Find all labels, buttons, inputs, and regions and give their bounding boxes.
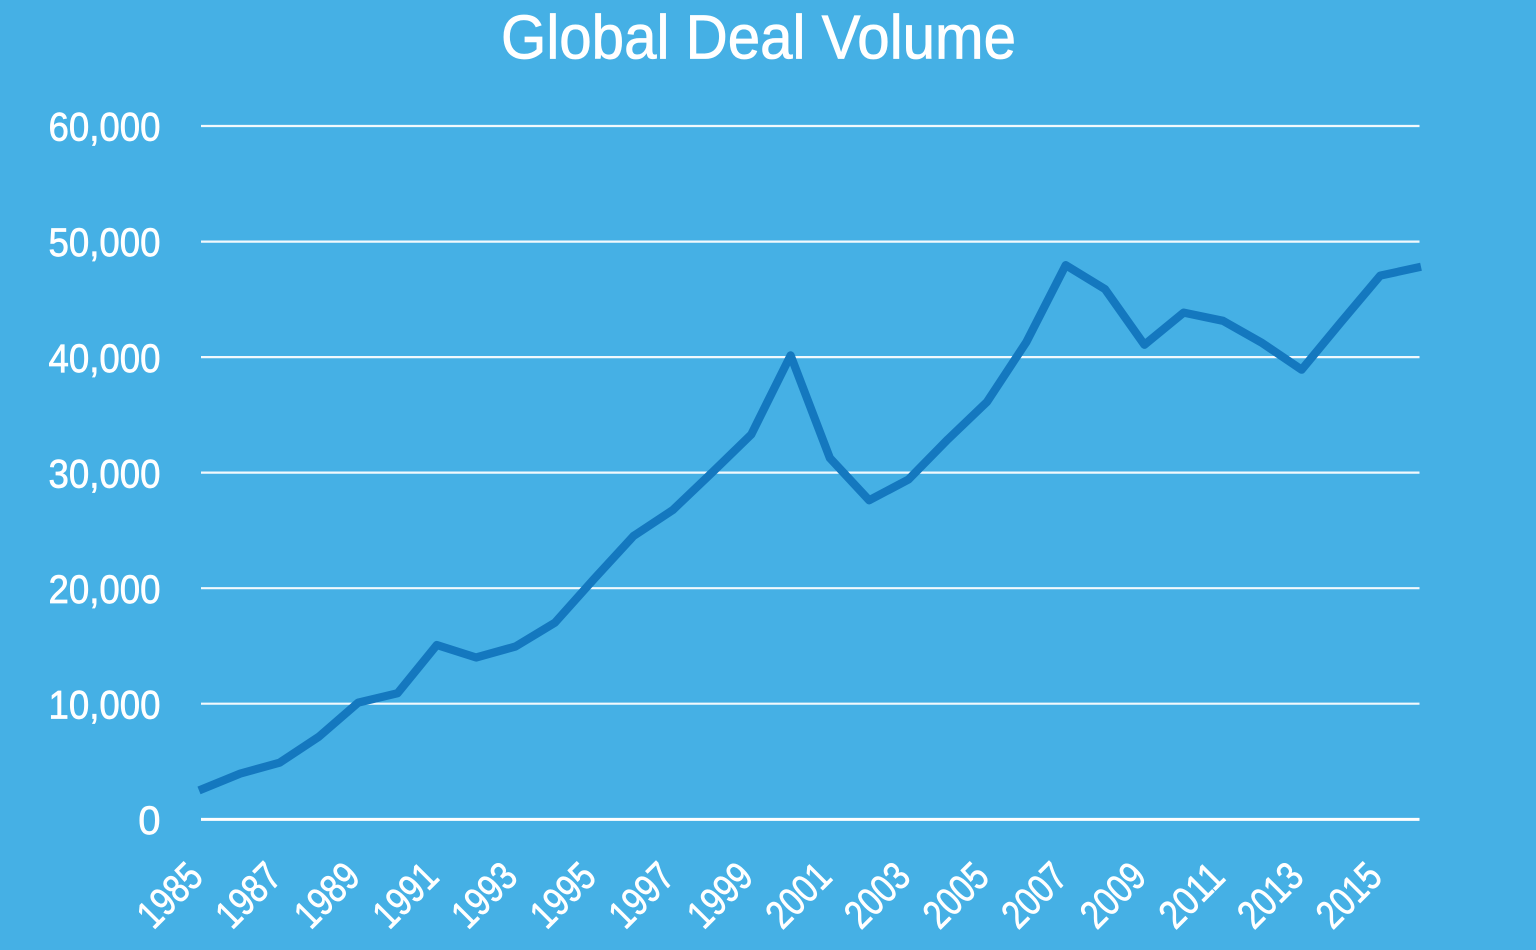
svg-text:20,000: 20,000	[49, 568, 161, 612]
svg-text:60,000: 60,000	[49, 106, 161, 150]
svg-text:10,000: 10,000	[49, 683, 161, 727]
svg-text:Global Deal Volume: Global Deal Volume	[501, 4, 1016, 73]
svg-text:40,000: 40,000	[49, 337, 161, 381]
svg-text:30,000: 30,000	[49, 452, 161, 496]
svg-text:0: 0	[138, 799, 160, 843]
svg-text:50,000: 50,000	[49, 221, 161, 265]
